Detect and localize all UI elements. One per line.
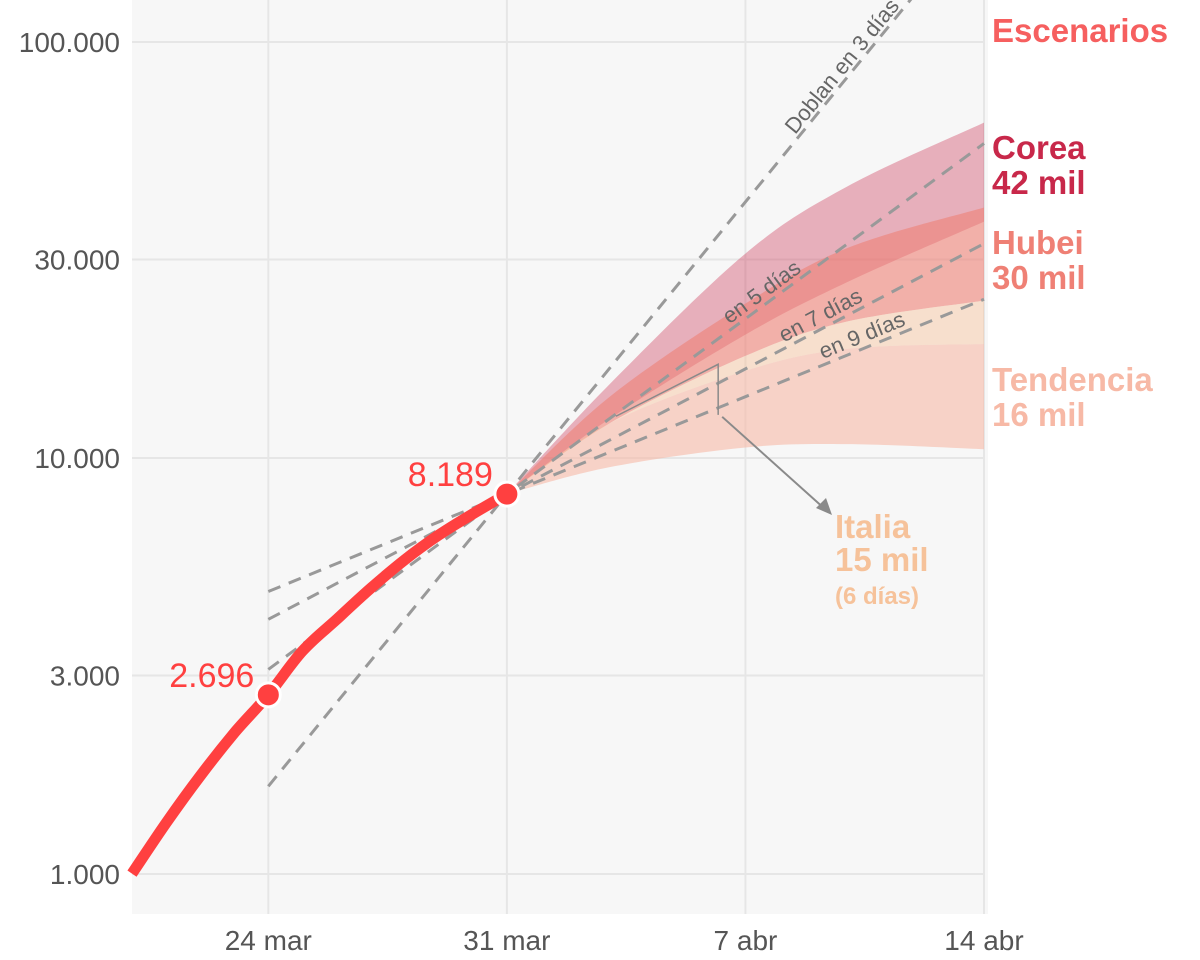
scenario-name-tendencia: Tendencia — [992, 361, 1153, 398]
italia-bracket — [615, 363, 719, 417]
x-axis: 24 mar 31 mar 7 abr 14 abr — [225, 925, 1024, 956]
scenario-name-hubei: Hubei — [992, 224, 1084, 261]
annotation-value: 15 mil — [835, 541, 929, 578]
annotation-name: Italia — [835, 508, 911, 545]
doubling-line-9d — [267, 297, 985, 593]
scenario-value-corea: 42 mil — [992, 164, 1086, 201]
x-tick-label: 14 abr — [944, 925, 1023, 956]
scenario-value-tendencia: 16 mil — [992, 396, 1086, 433]
highlight-value-label: 2.696 — [169, 657, 254, 695]
y-tick-label: 3.000 — [50, 661, 120, 692]
scenarios-title: Escenarios — [992, 12, 1168, 49]
x-tick-label: 24 mar — [225, 925, 312, 956]
italia-arrowhead — [816, 498, 832, 515]
scenario-band-hubei — [506, 207, 984, 495]
x-tick-label: 31 mar — [463, 925, 550, 956]
highlight-value-label: 8.189 — [408, 456, 493, 494]
y-tick-label: 30.000 — [34, 245, 120, 276]
scenario-name-corea: Corea — [992, 129, 1086, 166]
italia-arrow — [721, 416, 827, 511]
scenario-band-tendencia — [506, 344, 984, 495]
scenario-value-hubei: 30 mil — [992, 259, 1086, 296]
annotation-note: (6 días) — [835, 583, 919, 610]
doubling-line-5d — [267, 142, 985, 671]
x-tick-label: 7 abr — [714, 925, 778, 956]
y-tick-label: 100.000 — [19, 27, 120, 58]
highlight-point-0 — [254, 681, 282, 709]
observed-series: 2.696 8.189 — [127, 456, 521, 877]
y-axis: 1.000 3.000 10.000 30.000 100.000 — [19, 27, 120, 890]
y-tick-label: 10.000 — [34, 443, 120, 474]
scenario-bands — [506, 122, 984, 495]
y-tick-label: 1.000 — [50, 859, 120, 890]
doubling-line-7d — [267, 242, 985, 621]
observed-line — [127, 489, 510, 877]
doubling-line-3d — [267, 0, 913, 788]
highlight-point-1 — [493, 480, 521, 508]
scenario-band-italia — [506, 300, 984, 495]
